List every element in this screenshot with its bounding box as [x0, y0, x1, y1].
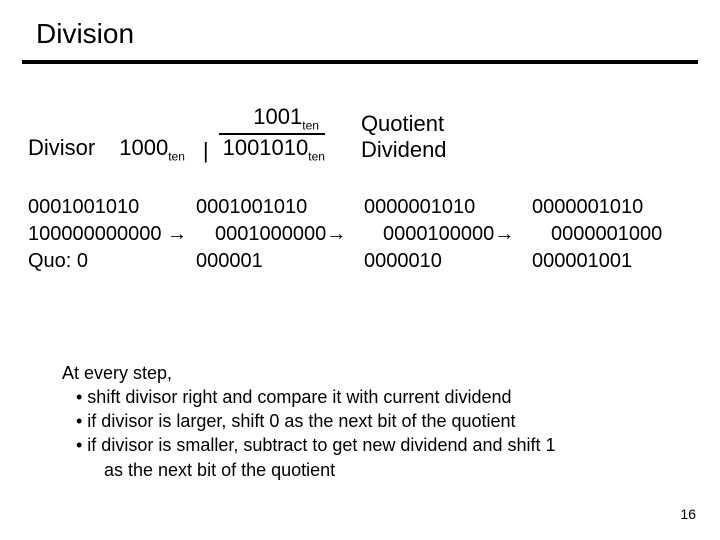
quotient-dividend-stack: 1001ten 1001010ten: [219, 104, 325, 164]
quotient-label: Quotient: [361, 111, 447, 137]
work-row-2: 100000000000 → 0001000000→ 0000100000→ 0…: [28, 221, 720, 248]
work-cell: 0001000000→: [215, 221, 355, 248]
page-number: 16: [680, 506, 696, 522]
work-cell: 0001001010: [196, 194, 336, 221]
work-row-1: 0001001010 0001001010 0000001010 0000001…: [28, 194, 720, 221]
divisor-value: 1000: [119, 135, 168, 160]
divisor-label: Divisor: [28, 135, 95, 161]
notes-bullet-3-cont: as the next bit of the quotient: [62, 458, 680, 482]
work-cell: 0000001010: [532, 194, 672, 221]
work-cell: 0000001000: [551, 221, 691, 248]
labels-column: Quotient Dividend: [343, 111, 447, 164]
work-cell: 000001: [196, 248, 336, 275]
dividend-value: 1001010: [223, 135, 309, 160]
slide-title: Division: [0, 0, 720, 60]
long-div-pipe: |: [203, 138, 213, 164]
notes-bullet-3: • if divisor is smaller, subtract to get…: [62, 433, 680, 457]
divisor-value-wrap: 1000ten: [119, 135, 185, 163]
work-cell: Quo: 0: [28, 248, 168, 275]
work-cell: 000001001: [532, 248, 672, 275]
algorithm-notes: At every step, • shift divisor right and…: [62, 361, 680, 482]
notes-bullet-2: • if divisor is larger, shift 0 as the n…: [62, 409, 680, 433]
quotient-value: 1001: [253, 104, 302, 129]
work-cell: 0000100000→: [383, 221, 523, 248]
divisor-subscript: ten: [168, 150, 185, 164]
quotient-line: 1001ten: [253, 104, 325, 133]
quotient-subscript: ten: [302, 118, 319, 132]
notes-bullet-1: • shift divisor right and compare it wit…: [62, 385, 680, 409]
work-cell: 0000001010: [364, 194, 504, 221]
long-division: | 1001ten 1001010ten: [203, 104, 325, 164]
work-steps: 0001001010 0001001010 0000001010 0000001…: [0, 164, 720, 275]
dividend-line: 1001010ten: [219, 133, 325, 164]
dividend-label: Dividend: [361, 137, 447, 163]
notes-lead: At every step,: [62, 361, 680, 385]
work-cell: 0000010: [364, 248, 504, 275]
divisor-block: Divisor 1000ten: [28, 135, 185, 163]
work-cell: 0001001010: [28, 194, 168, 221]
dividend-subscript: ten: [308, 149, 325, 163]
work-cell: 100000000000 →: [28, 221, 187, 248]
work-row-3: Quo: 0 000001 0000010 000001001: [28, 248, 720, 275]
division-setup: Divisor 1000ten | 1001ten 1001010ten Quo…: [0, 64, 720, 164]
